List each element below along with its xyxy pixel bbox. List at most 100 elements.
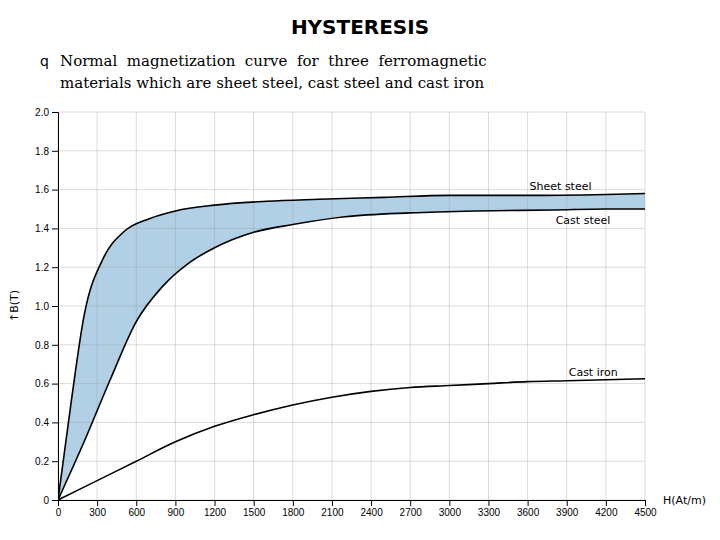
tick: 600	[128, 500, 145, 518]
tick: 2.0	[35, 107, 58, 118]
subtitle: materials which are sheet steel, cast st…	[60, 74, 485, 92]
grid-line	[58, 267, 645, 268]
tick-label: 0	[56, 507, 62, 518]
tick: 1.4	[35, 223, 58, 234]
tick-label: 300	[89, 507, 106, 518]
tick: 2400	[360, 500, 383, 518]
tick: 2100	[321, 500, 344, 518]
tick-label: 3900	[556, 507, 579, 518]
tick: 300	[89, 500, 106, 518]
title: HYSTERESIS	[291, 15, 429, 39]
x-axis-label: H(At/m)	[663, 494, 706, 507]
curve-labels: Sheet steel Cast steel Cast iron	[530, 180, 618, 378]
tick: 1800	[282, 500, 305, 518]
axis-line	[52, 113, 59, 501]
tick-mark	[52, 422, 58, 423]
tick-label: 4500	[634, 507, 657, 518]
tick: 4200	[595, 500, 618, 518]
tick-label: 1800	[282, 507, 305, 518]
line	[58, 379, 645, 500]
line	[58, 193, 645, 500]
tick-label: 2100	[321, 507, 344, 518]
tick: 4500	[634, 500, 657, 518]
tick-label: 1.6	[35, 184, 49, 195]
grid-line	[58, 344, 645, 345]
line	[58, 209, 645, 500]
tick-label: 0.4	[35, 417, 49, 428]
plot-area	[58, 193, 645, 500]
series-label: Cast iron	[569, 366, 618, 379]
tick-label: 0.2	[35, 456, 49, 467]
tick: 3000	[439, 500, 462, 518]
tick-label: 600	[128, 507, 145, 518]
tick-label: 1.4	[35, 223, 49, 234]
tick-mark	[528, 500, 529, 506]
tick: 1200	[204, 500, 227, 518]
grid-line	[58, 461, 645, 462]
tick-label: 2.0	[35, 107, 49, 118]
tick-label: 2400	[360, 507, 383, 518]
grid-line	[58, 422, 645, 423]
tick-mark	[567, 500, 568, 506]
tick-label: 900	[168, 507, 185, 518]
tick-label: 1500	[243, 507, 266, 518]
tick-mark	[136, 500, 137, 506]
tick-mark	[52, 345, 58, 346]
tick-label: 0.8	[35, 340, 49, 351]
tick: 0.2	[35, 456, 58, 467]
tick: 0	[43, 495, 58, 506]
tick-mark	[606, 500, 607, 506]
tick-mark	[52, 190, 58, 191]
series-label: Sheet steel	[530, 180, 592, 193]
tick-mark	[645, 500, 646, 506]
tick-mark	[254, 500, 255, 506]
tick-mark	[52, 384, 58, 385]
tick-mark	[488, 500, 489, 506]
y-axis: 00.20.40.60.81.01.21.41.61.82.0	[35, 107, 58, 506]
tick-label: 2700	[400, 507, 423, 518]
tick-mark	[52, 112, 58, 113]
grid-line	[58, 228, 645, 229]
tick-label: 1.0	[35, 301, 49, 312]
tick-mark	[332, 500, 333, 506]
tick: 900	[168, 500, 185, 518]
tick-mark	[293, 500, 294, 506]
tick-mark	[410, 500, 411, 506]
tick-label: 4200	[595, 507, 618, 518]
tick: 2700	[400, 500, 423, 518]
tick: 0	[56, 500, 62, 518]
tick: 1.6	[35, 184, 58, 195]
tick: 1500	[243, 500, 266, 518]
tick-mark	[449, 500, 450, 506]
tick: 3300	[478, 500, 501, 518]
lines	[58, 193, 645, 500]
x-axis: 0 300 600 900 1200 1500 1800 2100 2400 2700 3000 33…	[56, 500, 657, 518]
tick-label: 3000	[439, 507, 462, 518]
tick-mark	[52, 306, 58, 307]
tick-label: 3300	[478, 507, 501, 518]
tick-label: 0.6	[35, 378, 49, 389]
tick-mark	[52, 267, 58, 268]
tick: 0.4	[35, 417, 58, 428]
tick: 1.2	[35, 262, 58, 273]
series-label: Cast steel	[556, 214, 611, 227]
tick: 3900	[556, 500, 579, 518]
grid-line	[58, 112, 645, 113]
tick-label: 0	[43, 495, 49, 506]
bullet: q	[40, 53, 49, 69]
tick-mark	[52, 151, 58, 152]
chart: HYSTERESISqNormal magnetization curve fo…	[0, 0, 720, 540]
tick-mark	[52, 500, 58, 501]
tick: 1.0	[35, 301, 58, 312]
tick-mark	[175, 500, 176, 506]
tick-mark	[52, 228, 58, 229]
y-axis-label: ↑B(T)	[8, 290, 21, 322]
tick-mark	[52, 461, 58, 462]
tick-label: 3600	[517, 507, 540, 518]
tick-mark	[371, 500, 372, 506]
tick: 3600	[517, 500, 540, 518]
fill-band	[58, 193, 645, 500]
axis-line	[59, 501, 646, 507]
tick: 0.8	[35, 340, 58, 351]
tick-mark	[215, 500, 216, 506]
